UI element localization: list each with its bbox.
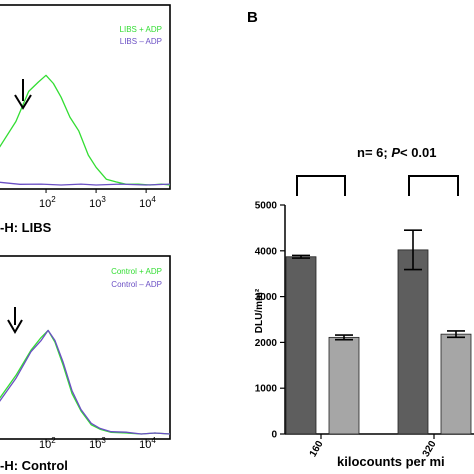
significance-p: P xyxy=(391,145,400,160)
x-tick-base: 10 xyxy=(89,439,101,451)
series-line-1 xyxy=(0,329,171,435)
panel-a-top: LIBS + ADP LIBS – ADP 102 103 104 -H: LIBS xyxy=(0,4,171,235)
x-tick-label: 102 xyxy=(39,195,56,210)
significance-bracket-320 xyxy=(408,175,459,196)
histogram-bottom-legend: Control + ADP Control – ADP xyxy=(111,267,162,289)
significance-n: n= 6; xyxy=(357,145,391,160)
error-bar xyxy=(292,254,310,259)
series-line-2 xyxy=(0,181,171,186)
panel-b-letter: B xyxy=(247,9,258,26)
histogram-top-x-label: -H: LIBS xyxy=(0,220,52,235)
x-tick-label: 104 xyxy=(139,195,156,210)
histogram-bottom-x-ticks: 102 103 104 xyxy=(39,436,156,451)
bar-x-axis-label: kilocounts per mi xyxy=(337,454,445,469)
x-tick-label: 103 xyxy=(89,436,106,451)
histogram-bottom-x-label: -H: Control xyxy=(0,458,68,473)
x-tick-base: 10 xyxy=(39,439,51,451)
x-tick-base: 10 xyxy=(89,198,101,210)
x-tick-exponent: 3 xyxy=(101,436,106,445)
y-tick-label: 5000 xyxy=(255,201,278,212)
y-tick-label: 4000 xyxy=(255,246,278,257)
histogram-top-curves xyxy=(0,74,171,186)
y-tick-label: 1000 xyxy=(255,384,278,395)
error-bar xyxy=(335,334,353,341)
x-tick-exponent: 4 xyxy=(151,436,156,445)
bar-320-dark xyxy=(397,249,429,435)
series-line-2 xyxy=(0,329,171,435)
legend-control-minus-adp: Control – ADP xyxy=(111,280,162,289)
x-tick-label: 104 xyxy=(139,436,156,451)
histogram-bottom-curves xyxy=(0,329,171,435)
panel-a-bottom: Control + ADP Control – ADP 102 103 104 -H… xyxy=(0,255,171,473)
significance-threshold: < 0.01 xyxy=(400,145,437,160)
histogram-top-legend: LIBS + ADP LIBS – ADP xyxy=(120,25,162,46)
error-bar xyxy=(447,330,465,339)
significance-label: n= 6; P< 0.01 xyxy=(357,145,437,160)
y-tick-label: 0 xyxy=(271,430,277,441)
arrow-top-icon xyxy=(14,79,32,110)
histogram-top-frame xyxy=(0,4,171,190)
bar-320-light xyxy=(440,333,472,435)
bar-160-light xyxy=(328,336,360,435)
bar-160-dark xyxy=(285,256,317,435)
x-tick-base: 10 xyxy=(139,198,151,210)
arrow-bottom-icon xyxy=(7,307,23,334)
legend-libs-plus-adp: LIBS + ADP xyxy=(120,25,162,34)
x-tick-label: 160 xyxy=(308,439,326,459)
x-tick-exponent: 2 xyxy=(51,436,56,445)
x-tick-base: 10 xyxy=(139,439,151,451)
significance-bracket-160 xyxy=(296,175,346,196)
x-tick-exponent: 4 xyxy=(151,195,156,204)
bar-marks xyxy=(285,229,472,435)
bar-y-axis-label: DLU/mm² xyxy=(254,288,265,333)
x-tick-exponent: 2 xyxy=(51,195,56,204)
x-tick-exponent: 3 xyxy=(101,195,106,204)
histogram-top-x-ticks: 102 103 104 xyxy=(39,189,156,210)
histogram-bottom-frame xyxy=(0,255,171,440)
panel-b: B n= 6; P< 0.01 DLU/mm² 0 1000 2000 3000 400… xyxy=(247,9,474,469)
x-tick-label: 103 xyxy=(89,195,106,210)
series-line-1 xyxy=(0,74,171,186)
legend-libs-minus-adp: LIBS – ADP xyxy=(120,37,162,46)
y-tick-label: 2000 xyxy=(255,338,278,349)
legend-control-plus-adp: Control + ADP xyxy=(111,267,162,276)
x-tick-base: 10 xyxy=(39,198,51,210)
error-bar xyxy=(404,229,422,271)
x-tick-label: 102 xyxy=(39,436,56,451)
y-tick-label: 3000 xyxy=(255,292,278,303)
